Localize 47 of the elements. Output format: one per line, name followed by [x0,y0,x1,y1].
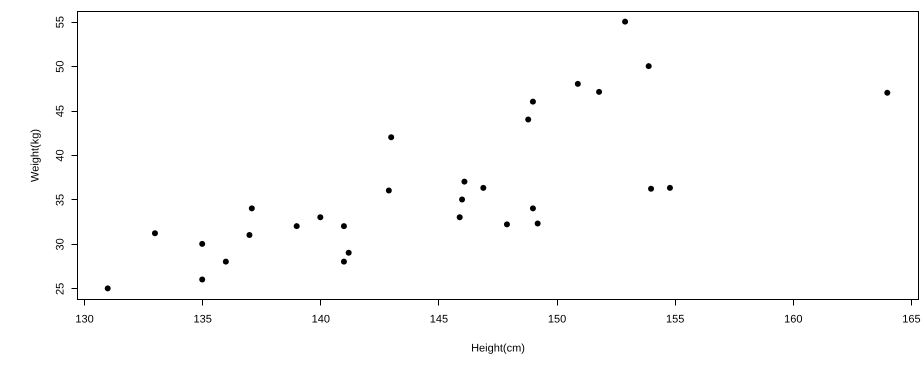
point [388,134,394,140]
point [574,80,581,87]
y-tick-label: 50 [54,60,66,73]
point [456,214,463,220]
point [340,223,347,230]
x-tick-label: 150 [548,314,566,326]
x-tick-label: 140 [312,314,330,326]
y-tick-label: 25 [54,282,66,295]
y-tick-label: 35 [54,194,66,206]
point [596,88,602,95]
point [152,230,158,236]
point [884,90,890,96]
point [340,258,347,265]
point [294,223,300,230]
point [622,18,628,25]
y-tick-label: 40 [54,149,66,162]
point [199,240,206,247]
point [461,178,468,185]
point [666,184,673,191]
x-tick-label: 160 [784,314,802,326]
point [459,196,466,202]
x-tick-label: 130 [75,314,94,326]
point [530,205,536,212]
point [530,98,536,105]
y-axis-title: Weight(kg) [30,129,42,182]
point [525,116,532,122]
point [534,220,541,226]
x-tick-label: 155 [666,314,684,326]
x-tick-label: 165 [902,314,921,326]
point [504,221,510,228]
point [648,186,654,192]
point [199,276,206,282]
x-tick-label: 145 [430,314,448,326]
x-tick-label: 135 [194,314,212,326]
point [346,250,352,256]
point [386,188,392,194]
y-tick-label: 30 [54,238,66,251]
y-tick-label: 45 [54,104,66,118]
point [248,205,255,212]
point [480,184,486,191]
point [104,285,111,292]
point [246,232,252,238]
point [222,258,229,265]
point [317,214,324,220]
point [646,63,652,70]
x-axis-title: Height(cm) [471,342,525,354]
y-tick-label: 55 [54,16,66,28]
